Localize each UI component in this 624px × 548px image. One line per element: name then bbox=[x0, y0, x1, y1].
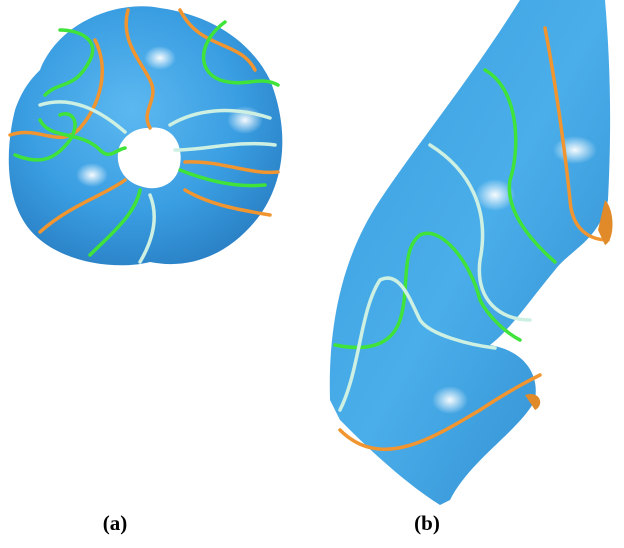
page: (a) (b) (() => { const data = JSON.parse… bbox=[0, 0, 624, 548]
panel-caption: (b) bbox=[414, 511, 440, 535]
panel-b-render bbox=[330, 0, 613, 505]
panel-a-render bbox=[9, 6, 283, 265]
panel-caption: (a) bbox=[103, 511, 128, 535]
figure: (a) (b) bbox=[0, 0, 624, 548]
